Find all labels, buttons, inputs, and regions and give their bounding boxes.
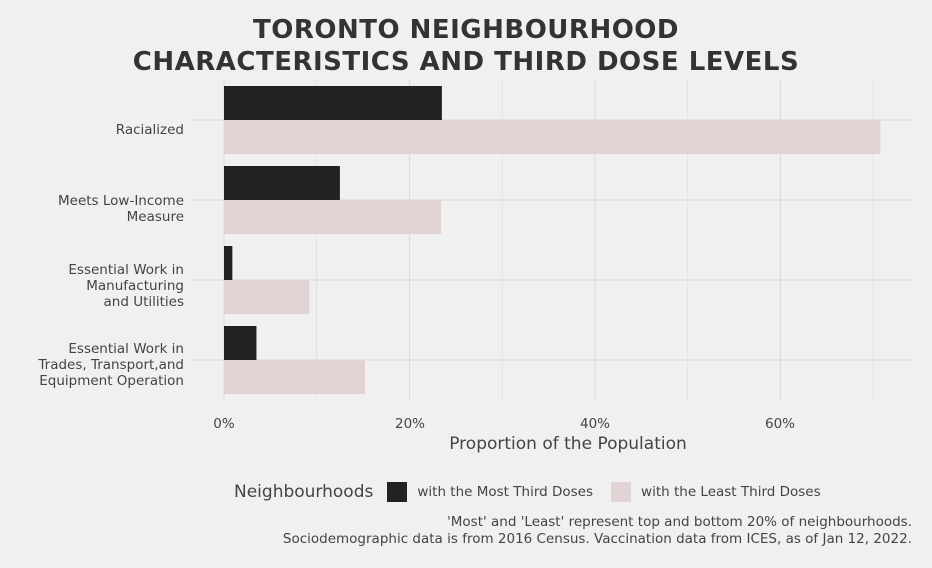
category-label-racialized: Racialized <box>115 122 184 138</box>
caption: 'Most' and 'Least' represent top and bot… <box>283 514 912 548</box>
chart-title: TORONTO NEIGHBOURHOOD CHARACTERISTICS AN… <box>0 14 932 78</box>
legend-key-most-doses <box>387 482 408 502</box>
bar-most-doses-3 <box>224 326 257 360</box>
bar-least-doses-3 <box>224 360 365 394</box>
bar-most-doses-1 <box>224 166 340 200</box>
category-label-manufacturing: Essential Work in Manufacturing and Util… <box>68 262 184 310</box>
bar-least-doses-1 <box>224 200 441 234</box>
x-axis-title: Proportion of the Population <box>449 434 687 454</box>
legend-label-least-doses: with the Least Third Doses <box>641 484 821 500</box>
category-label-trades: Essential Work in Trades, Transport,and … <box>38 341 184 389</box>
legend-label-most-doses: with the Most Third Doses <box>417 484 594 500</box>
bar-most-doses-0 <box>224 86 442 120</box>
x-tick-label-40: 40% <box>579 416 611 432</box>
chart-title-line-2: CHARACTERISTICS AND THIRD DOSE LEVELS <box>132 47 800 77</box>
legend-key-least-doses <box>611 482 632 502</box>
bar-least-doses-0 <box>224 120 881 154</box>
legend-title: Neighbourhoods <box>234 482 374 502</box>
category-label-low-income: Meets Low-Income Measure <box>57 193 184 225</box>
legend: Neighbourhoods with the Most Third Doses… <box>234 478 839 506</box>
bar-most-doses-2 <box>224 246 233 280</box>
x-tick-label-20: 20% <box>394 416 426 432</box>
x-tick-label-60: 60% <box>764 416 796 432</box>
bars <box>224 86 881 394</box>
bar-least-doses-2 <box>224 280 310 314</box>
caption-line-1: 'Most' and 'Least' represent top and bot… <box>447 514 912 530</box>
x-tick-label-0: 0% <box>213 416 235 432</box>
chart-title-line-1: TORONTO NEIGHBOURHOOD <box>252 15 679 45</box>
caption-line-2: Sociodemographic data is from 2016 Censu… <box>282 531 912 547</box>
